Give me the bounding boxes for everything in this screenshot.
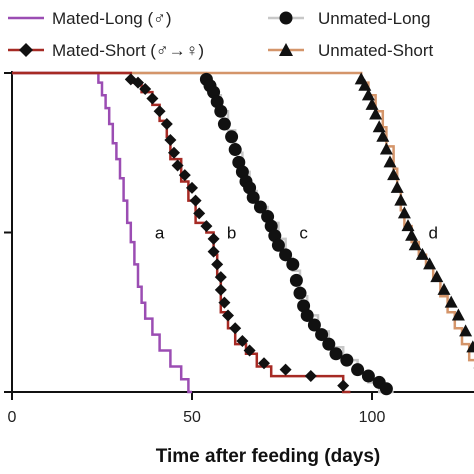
series-2-point-6: [225, 130, 239, 144]
group-letter-b: b: [227, 224, 236, 243]
series-2-point-12: [246, 190, 260, 204]
legend-marker-unmated-short: [279, 43, 293, 56]
series-2-point-18: [279, 248, 293, 262]
series-2-point-26: [322, 337, 336, 351]
series-2-point-20: [289, 273, 303, 287]
series-1-point-6: [164, 133, 177, 146]
legend-label-unmated-long: Unmated-Long: [318, 9, 430, 28]
x-tick-label-1: 50: [183, 409, 201, 426]
series-1-point-17: [214, 271, 227, 284]
series-1-point-10: [186, 181, 198, 194]
x-tick-label-2: 100: [359, 409, 386, 426]
series-1-point-19: [218, 296, 231, 309]
legend-marker-mated-short: [19, 43, 33, 57]
series-3-point-1: [358, 78, 372, 91]
series-3-point-6: [376, 129, 390, 142]
series-2-point-17: [271, 238, 285, 252]
series-1-point-21: [229, 322, 242, 335]
series-1-point-22: [236, 334, 249, 347]
series-line-3: [12, 71, 474, 362]
series-line-0: [12, 71, 192, 394]
x-tick-label-0: 0: [8, 409, 17, 426]
series-1-point-2: [139, 82, 152, 95]
series-3-point-21: [451, 308, 465, 321]
series-2-point-13: [253, 200, 267, 214]
series-line-1: [12, 71, 351, 394]
series-2-point-29: [351, 363, 365, 377]
legend-label-unmated-short: Unmated-Short: [318, 41, 434, 60]
series-3-point-12: [397, 206, 411, 219]
series-1-point-15: [207, 245, 220, 258]
x-axis-label: Time after feeding (days): [156, 446, 381, 467]
series-2-point-5: [217, 117, 231, 131]
series-3-point-2: [361, 88, 375, 101]
series-2-point-4: [214, 104, 228, 118]
series-3-point-7: [379, 142, 393, 155]
series-1-point-14: [207, 232, 220, 245]
series-2-point-32: [379, 382, 393, 396]
axes: 0 50 100: [4, 71, 474, 426]
series-3-point-15: [408, 238, 422, 251]
series-1-point-26: [304, 370, 317, 383]
series-1-point-11: [189, 194, 202, 207]
series-1-point-7: [168, 146, 180, 159]
series-3-point-19: [437, 282, 451, 295]
series-1-point-3: [146, 92, 159, 105]
series-2-point-23: [300, 308, 314, 322]
series-3-point-22: [459, 324, 473, 337]
series-2-point-24: [307, 318, 321, 332]
legend: Mated-Long (♂) Unmated-Long Mated-Short …: [8, 9, 434, 60]
annotations: a b c d: [155, 224, 438, 243]
series-1-point-4: [153, 105, 166, 118]
series-1-point-18: [214, 283, 227, 296]
series-2-point-7: [228, 143, 242, 157]
series-1-point-5: [160, 118, 173, 131]
series-line-2: [12, 71, 394, 394]
series-3-point-5: [372, 120, 386, 133]
series-1-point-25: [279, 363, 292, 376]
series-3-point-13: [401, 219, 415, 232]
series-2-point-19: [286, 257, 300, 271]
series-3-point-17: [423, 257, 437, 270]
series-1-point-20: [222, 309, 234, 322]
series-3-point-18: [430, 270, 444, 283]
series-2-point-21: [293, 286, 307, 300]
series-3-point-9: [387, 168, 401, 181]
series-3-point-20: [444, 295, 458, 308]
series-1-point-24: [258, 357, 270, 370]
series-3-point-14: [405, 228, 419, 241]
series-1-point-12: [193, 207, 206, 220]
series-1-point-16: [211, 258, 224, 271]
series-3-point-16: [415, 247, 429, 260]
series-3-point-4: [369, 107, 383, 120]
series-1-point-9: [178, 169, 191, 182]
series-1-point-8: [171, 159, 184, 172]
series-2-point-25: [315, 328, 329, 342]
series-3-point-3: [365, 97, 379, 110]
legend-label-mated-long: Mated-Long (♂): [52, 9, 172, 28]
series-1-point-27: [337, 379, 350, 392]
series-markers: [124, 72, 474, 396]
series-3-point-8: [383, 155, 397, 168]
series-3-point-23: [466, 340, 474, 353]
group-letter-d: d: [428, 224, 437, 243]
series-1-point-23: [243, 344, 256, 357]
series-3-point-10: [390, 180, 404, 193]
series-2-point-28: [340, 353, 354, 367]
series-2-point-30: [361, 369, 375, 383]
series-1-point-1: [132, 76, 144, 89]
series-2-point-27: [329, 347, 343, 361]
group-letter-a: a: [155, 224, 165, 243]
series-1-point-13: [200, 220, 213, 233]
series-3-point-11: [394, 193, 408, 206]
legend-marker-unmated-long: [279, 11, 293, 25]
group-letter-c: c: [299, 224, 308, 243]
legend-label-mated-short: Mated-Short (♂→♀): [52, 41, 204, 60]
